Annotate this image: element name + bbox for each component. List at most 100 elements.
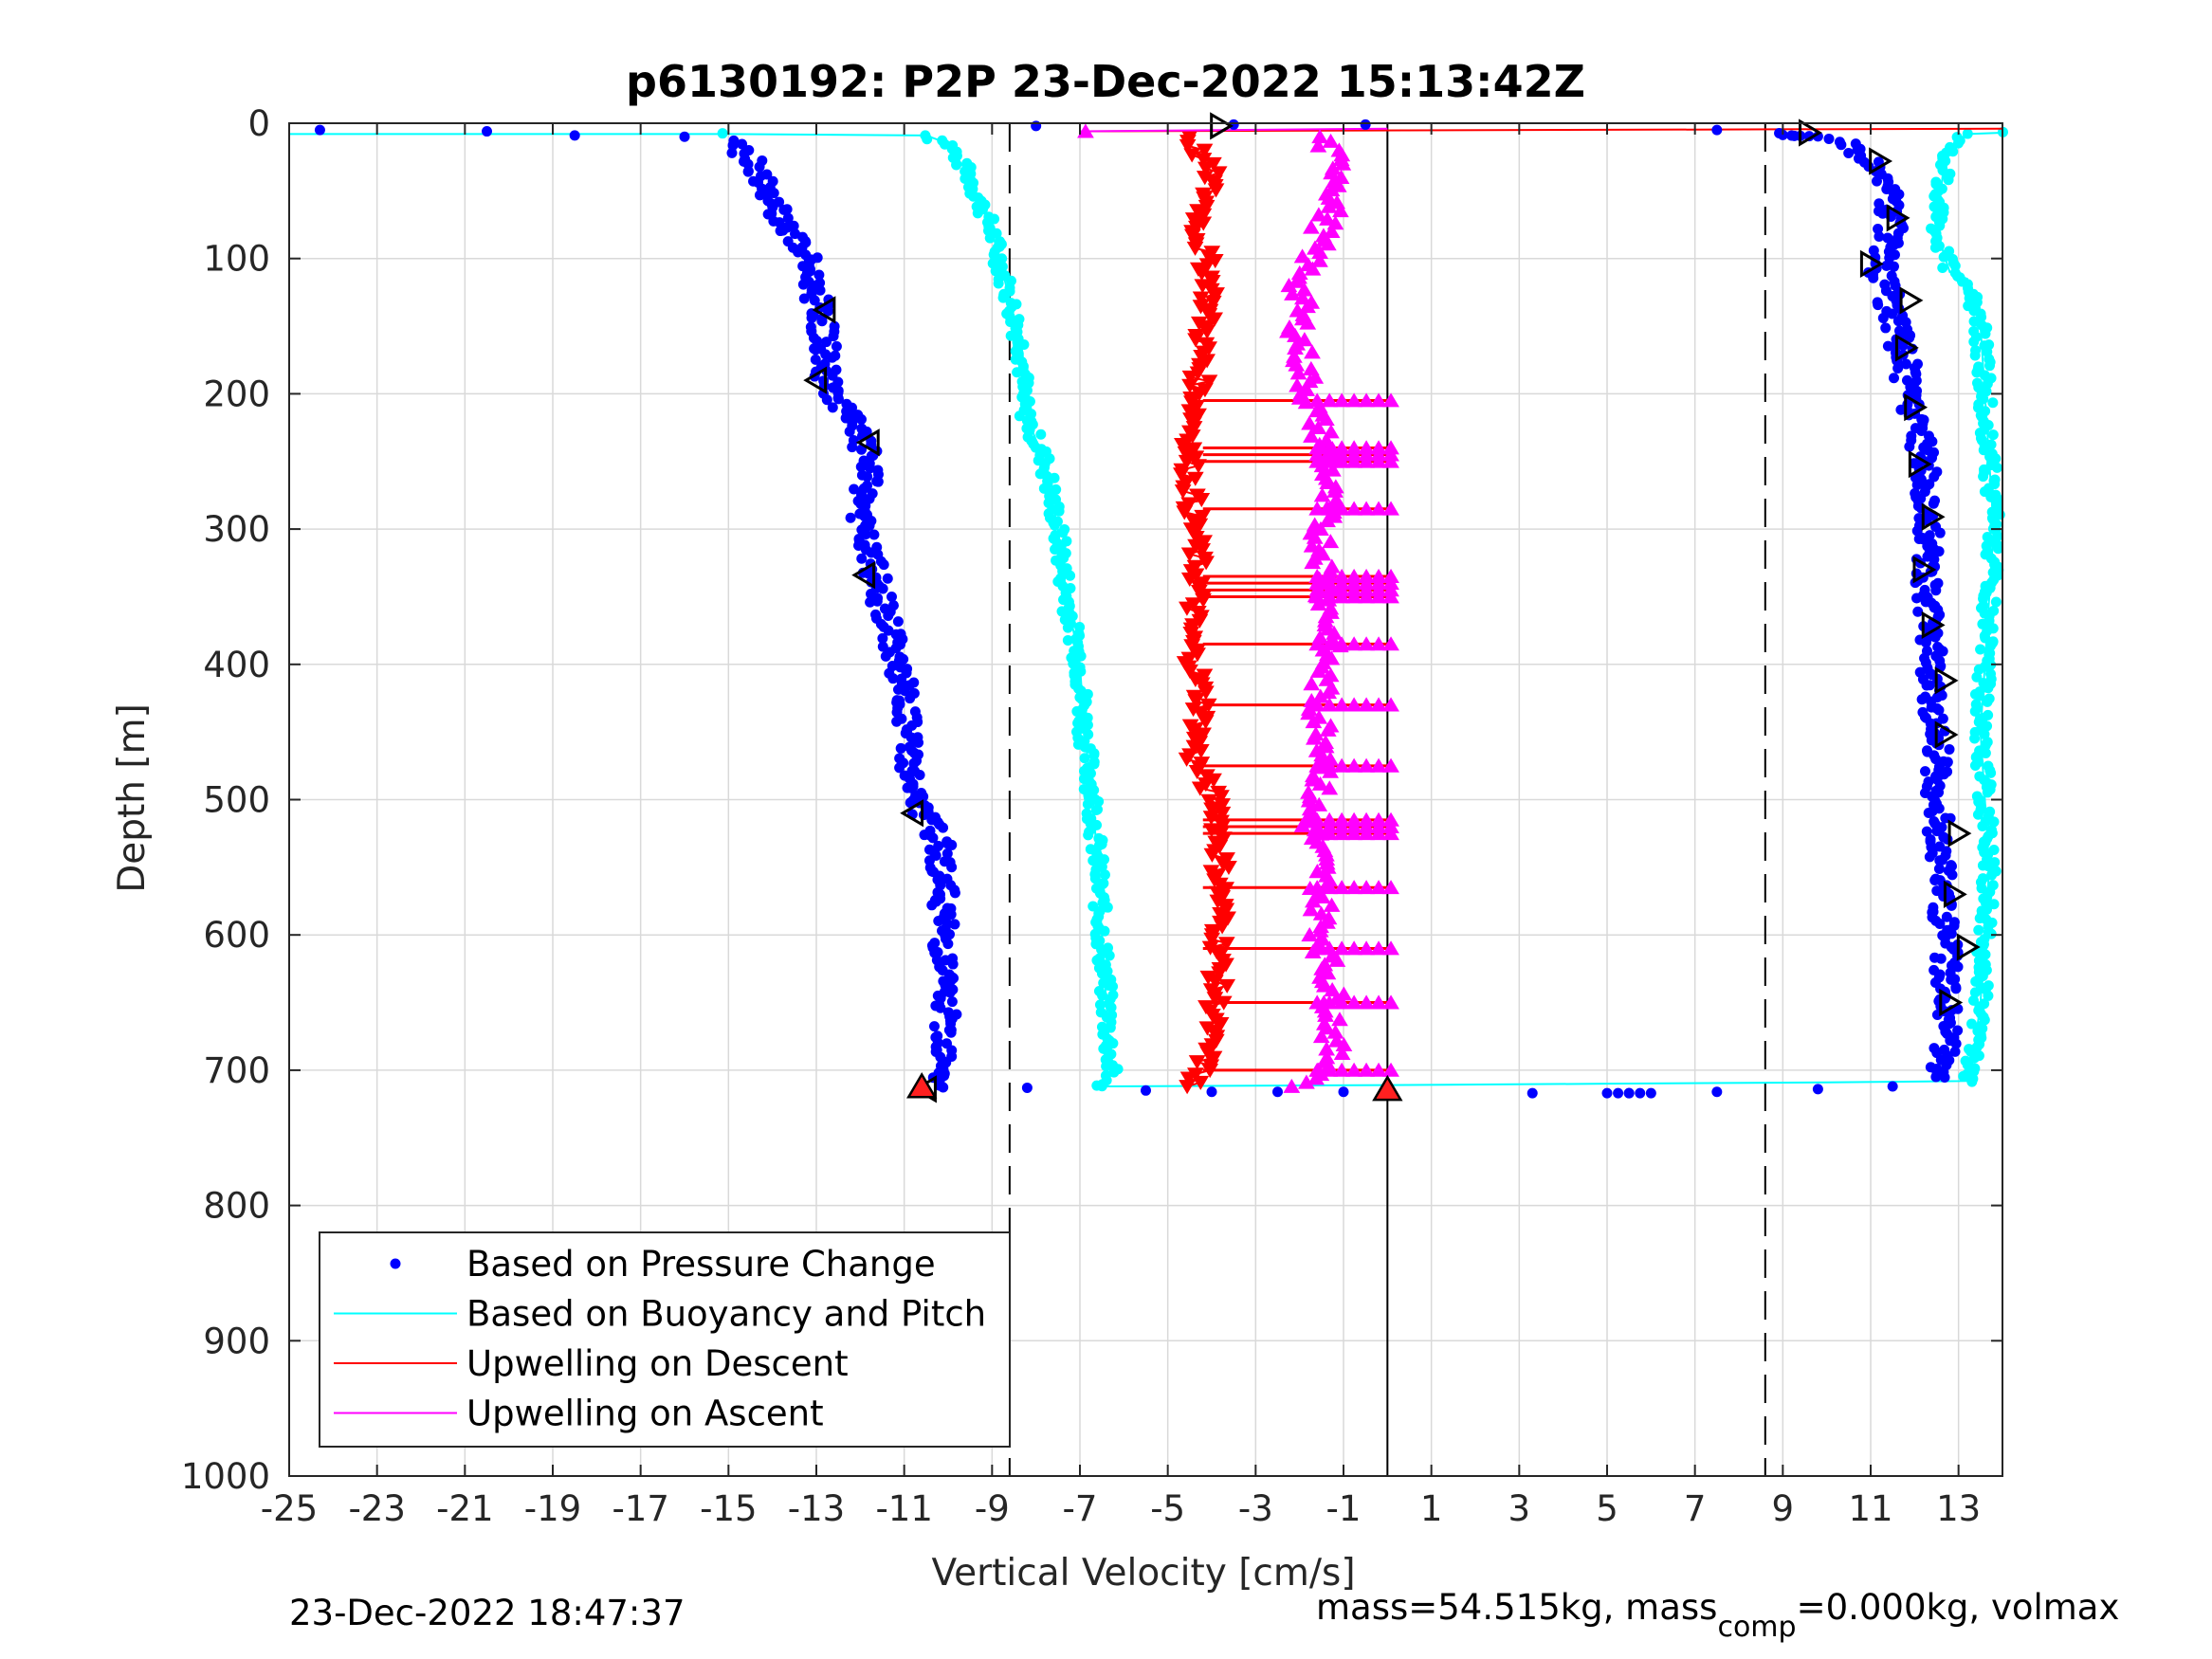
upwelling-descent-point <box>1197 161 1215 176</box>
buoyancy-point <box>1930 176 1942 188</box>
ticks: -25 -23 -21 -19 -17 -15 -13 -11 -9 -7 -5 -3 -1 1 3 5 7 9 1… <box>181 103 2002 1529</box>
upwelling-ascent-spike-point <box>1358 994 1375 1010</box>
pressure-change-point <box>1952 1025 1964 1036</box>
pressure-change-point <box>1882 232 1893 244</box>
upwelling-ascent-spike-point <box>1370 392 1387 408</box>
buoyancy-point <box>1979 998 1990 1010</box>
pressure-change-point <box>778 204 790 215</box>
ascent-marker-triangle <box>1934 666 1959 695</box>
pressure-change-point <box>1925 834 1936 846</box>
x-tick-label: -5 <box>1150 1488 1185 1529</box>
upwelling-descent-point <box>1180 572 1198 587</box>
pressure-change-point <box>927 832 939 844</box>
upwelling-ascent-point <box>1293 817 1311 832</box>
legend-label: Based on Buoyancy and Pitch <box>466 1294 986 1335</box>
buoyancy-point <box>1989 474 2001 485</box>
pressure-change-point <box>1921 646 1932 657</box>
upwelling-ascent-point <box>1324 462 1342 477</box>
upwelling-ascent-spike-point <box>1358 697 1375 712</box>
upwelling-ascent-point <box>1311 775 1329 791</box>
ascent-marker-triangle <box>1869 147 1893 175</box>
pressure-change-point <box>868 529 880 540</box>
pressure-change-point <box>1928 902 1939 913</box>
buoyancy-point <box>1089 873 1101 884</box>
pressure-change-point <box>913 737 924 748</box>
y-tick-label: 300 <box>203 509 270 550</box>
pressure-change-point <box>823 305 834 317</box>
upwelling-ascent-point <box>1301 880 1319 896</box>
pressure-change-point <box>891 716 903 727</box>
upwelling-descent-point <box>1197 556 1215 571</box>
upwelling-ascent-point <box>1321 567 1338 582</box>
upwelling-ascent-point <box>1305 730 1323 745</box>
upwelling-ascent-point <box>1309 663 1327 678</box>
upwelling-ascent-point <box>1323 650 1341 665</box>
buoyancy-point <box>922 134 933 145</box>
x-tick-label: -1 <box>1326 1488 1362 1529</box>
upwelling-descent-point <box>1207 183 1225 198</box>
upwelling-ascent-point <box>1304 344 1321 359</box>
upwelling-ascent-spike-point <box>1358 825 1375 841</box>
upwelling-descent-point <box>1179 1080 1196 1095</box>
upwelling-ascent-point <box>1309 595 1327 611</box>
y-tick-label: 800 <box>203 1186 270 1227</box>
upwelling-ascent-spike-point <box>1370 880 1387 895</box>
pressure-change-point <box>1919 766 1930 777</box>
upwelling-ascent-spike-point <box>1358 880 1375 895</box>
upwelling-ascent-spike-point <box>1358 636 1375 651</box>
upwelling-descent-point <box>1196 143 1214 158</box>
buoyancy-point <box>1986 448 1998 460</box>
upwelling-ascent-point <box>1319 512 1336 528</box>
pressure-change-point <box>1601 1087 1613 1099</box>
buoyancy-point <box>984 232 996 244</box>
buoyancy-point <box>1988 605 2000 616</box>
pressure-change-point <box>856 553 868 564</box>
x-tick-label: 7 <box>1684 1488 1707 1529</box>
upwelling-descent-point <box>1217 937 1235 952</box>
pressure-change-point <box>905 797 916 809</box>
upwelling-ascent-spike-point <box>1333 1062 1351 1077</box>
upwelling-ascent-spike-point <box>1333 825 1351 841</box>
buoyancy-point <box>1964 1044 1975 1055</box>
pressure-change-point <box>1949 1046 1961 1057</box>
buoyancy-point <box>1945 141 1956 153</box>
upwelling-ascent-point <box>1313 487 1331 502</box>
descent-marker-triangle <box>855 428 880 457</box>
pressure-change-point <box>1941 911 1952 922</box>
upwelling-descent-point <box>1205 1050 1223 1066</box>
upwelling-descent-point <box>1192 744 1210 759</box>
pressure-change-point <box>942 939 954 950</box>
upwelling-descent-point <box>1178 454 1196 469</box>
upwelling-ascent-point <box>1304 772 1322 787</box>
buoyancy-point <box>1970 699 1982 710</box>
upwelling-descent-point <box>1214 806 1232 821</box>
pressure-change-point <box>1950 982 1962 994</box>
upwelling-ascent-spike-point <box>1370 453 1387 468</box>
pressure-change-point <box>821 337 832 348</box>
upwelling-descent-point <box>1180 547 1198 562</box>
upwelling-ascent-spike-point <box>1358 453 1375 468</box>
buoyancy-point <box>972 208 983 219</box>
y-axis-label: Depth [m] <box>111 703 154 893</box>
buoyancy-point <box>1987 880 1999 891</box>
pressure-change-point <box>949 887 960 899</box>
upwelling-ascent-point <box>1312 759 1330 775</box>
pressure-change-point <box>933 915 944 926</box>
x-axis-label: Vertical Velocity [cm/s] <box>931 1552 1355 1595</box>
pressure-change-point <box>938 1082 949 1093</box>
upwelling-ascent-spike-point <box>1370 825 1387 841</box>
upwelling-ascent-point <box>1319 474 1337 489</box>
pressure-change-point <box>777 225 789 236</box>
upwelling-descent-point <box>1174 438 1191 453</box>
pressure-change-point <box>886 591 897 602</box>
x-tick-label: -15 <box>700 1488 757 1529</box>
pressure-change-point <box>827 402 838 413</box>
pressure-change-point <box>914 770 925 781</box>
x-tick-label: -7 <box>1063 1488 1098 1529</box>
upwelling-ascent-point <box>1331 637 1349 653</box>
upwelling-ascent-spike-point <box>1382 994 1399 1010</box>
pressure-change-point <box>1948 917 1960 928</box>
buoyancy-point <box>1065 570 1076 581</box>
pressure-change-point <box>892 616 904 628</box>
